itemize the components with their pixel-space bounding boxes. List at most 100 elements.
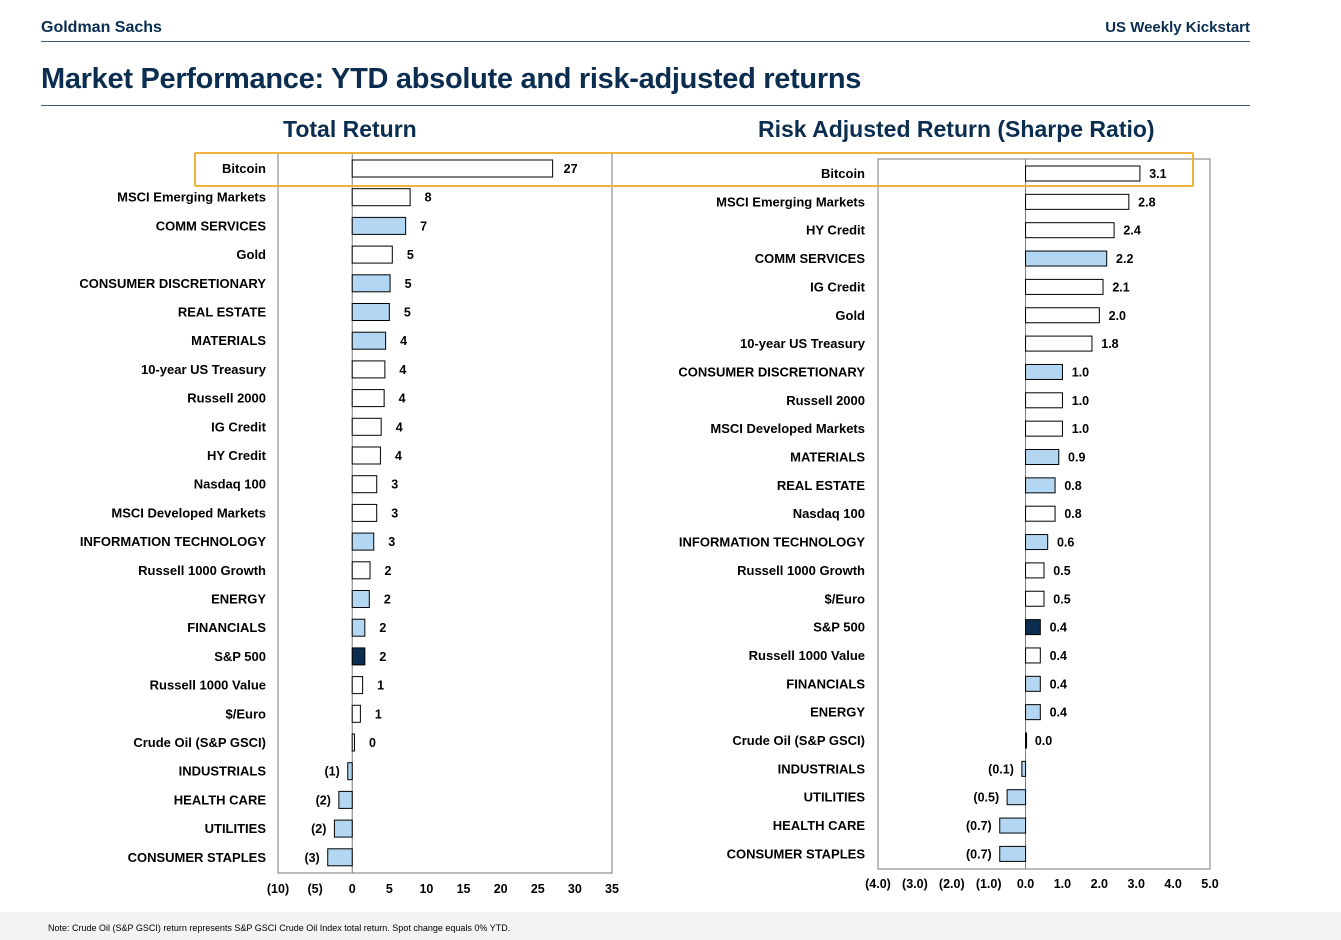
ra-value-label: 1.0	[1072, 365, 1089, 379]
tr-category-label: Nasdaq 100	[194, 477, 266, 492]
tr-category-label: Gold	[236, 247, 266, 262]
ra-category-label: Russell 1000 Value	[749, 648, 865, 663]
ra-bar	[1021, 760, 1027, 777]
ra-value-label: (0.7)	[966, 847, 992, 861]
tr-category-label: Russell 1000 Growth	[138, 563, 266, 578]
tr-tick-label: (5)	[307, 882, 322, 896]
tr-tick-label: 35	[605, 882, 619, 896]
tr-value-label: 27	[564, 162, 578, 176]
ra-bar	[1025, 449, 1060, 465]
tr-category-label: FINANCIALS	[187, 620, 266, 635]
ra-category-label: Nasdaq 100	[793, 506, 865, 521]
ra-plot-frame	[877, 158, 1211, 870]
ra-value-label: 0.6	[1057, 536, 1074, 550]
ra-category-label: 10-year US Treasury	[740, 336, 866, 351]
tr-category-label: HEALTH CARE	[174, 792, 267, 807]
ra-value-label: 0.4	[1050, 649, 1067, 663]
ra-tick-label: 0.0	[1017, 877, 1034, 891]
ra-category-label: HY Credit	[806, 223, 866, 238]
tr-tick-label: 10	[419, 882, 433, 896]
ra-tick-label: 3.0	[1128, 877, 1145, 891]
tr-category-label: CONSUMER STAPLES	[128, 850, 267, 865]
ra-bar	[1025, 647, 1041, 664]
tr-tick-label: 20	[494, 882, 508, 896]
ra-bar	[1025, 222, 1115, 239]
ra-bar	[1025, 562, 1045, 579]
tr-tick-label: 15	[457, 882, 471, 896]
ra-tick-label: 5.0	[1201, 877, 1218, 891]
footnote: Note: Crude Oil (S&P GSCI) return repres…	[48, 923, 511, 933]
tr-value-label: 3	[388, 535, 395, 549]
tr-bar	[351, 159, 554, 178]
tr-bar	[351, 303, 390, 321]
tr-bar	[338, 790, 353, 809]
ra-category-label: INDUSTRIALS	[778, 761, 866, 776]
tr-value-label: 5	[407, 248, 414, 262]
tr-bar	[351, 647, 366, 666]
ra-bar	[1025, 590, 1045, 607]
ra-category-label: $/Euro	[825, 591, 866, 606]
tr-value-label: 4	[395, 449, 402, 463]
ra-category-label: Russell 2000	[786, 393, 865, 408]
tr-bar	[351, 446, 381, 465]
ra-value-label: 3.1	[1149, 167, 1166, 181]
ra-value-label: 2.8	[1138, 195, 1155, 209]
ra-value-label: 2.4	[1123, 224, 1140, 238]
ra-category-label: FINANCIALS	[786, 676, 865, 691]
ra-value-label: 2.1	[1112, 280, 1129, 294]
tr-value-label: 5	[404, 306, 411, 320]
ra-category-label: Crude Oil (S&P GSCI)	[732, 733, 865, 748]
tr-value-label: 1	[375, 707, 382, 721]
tr-bar	[351, 733, 355, 752]
ra-tick-label: 1.0	[1054, 877, 1071, 891]
tr-bar	[351, 618, 366, 637]
ra-category-label: MSCI Developed Markets	[710, 421, 865, 436]
tr-value-label: 1	[377, 679, 384, 693]
tr-value-label: 0	[369, 736, 376, 750]
tr-value-label: 2	[379, 621, 386, 635]
tr-bar	[351, 389, 385, 408]
ra-value-label: 0.4	[1050, 677, 1067, 691]
tr-tick-label: 0	[349, 882, 356, 896]
ra-bar	[1025, 619, 1041, 636]
tr-category-label: S&P 500	[214, 649, 266, 664]
ra-value-label: 1.0	[1072, 422, 1089, 436]
sharpe-ratio-chart: Bitcoin 3.1 MSCI Emerging Markets 2.8 HY Cre…	[678, 158, 1219, 891]
sharpe-ratio-chart-title: Risk Adjusted Return (Sharpe Ratio)	[758, 116, 1155, 142]
tr-bar	[351, 590, 370, 608]
tr-value-label: 8	[425, 191, 432, 205]
tr-bar	[351, 360, 386, 379]
ra-bar	[999, 845, 1027, 862]
ra-category-label: Russell 1000 Growth	[737, 563, 865, 578]
ra-category-label: MATERIALS	[790, 450, 865, 465]
report-name: US Weekly Kickstart	[1105, 19, 1250, 36]
ra-tick-label: (1.0)	[976, 877, 1002, 891]
tr-bar	[351, 417, 382, 436]
tr-value-label: 3	[391, 478, 398, 492]
title-rule	[41, 105, 1250, 106]
tr-bar	[351, 676, 364, 695]
tr-category-label: Russell 2000	[187, 391, 266, 406]
ra-bar	[999, 817, 1027, 834]
ra-value-label: 1.0	[1072, 394, 1089, 408]
tr-tick-label: 25	[531, 882, 545, 896]
ra-bar	[1025, 392, 1063, 409]
ra-bar	[1025, 420, 1063, 437]
tr-value-label: 2	[379, 650, 386, 664]
tr-value-label: 4	[399, 392, 406, 406]
ra-tick-label: (3.0)	[902, 877, 928, 891]
ra-bar	[1025, 732, 1028, 749]
ra-value-label: 0.4	[1050, 706, 1067, 720]
tr-bar	[351, 704, 361, 723]
tr-category-label: IG Credit	[211, 419, 267, 434]
ra-bar	[1025, 477, 1056, 494]
tr-category-label: COMM SERVICES	[156, 218, 267, 233]
ra-value-label: 2.0	[1109, 309, 1126, 323]
tr-category-label: MATERIALS	[191, 333, 266, 348]
tr-category-label: UTILITIES	[205, 821, 267, 836]
tr-bar	[351, 216, 407, 235]
tr-bar	[351, 188, 411, 207]
ra-category-label: ENERGY	[810, 705, 865, 720]
ra-category-label: UTILITIES	[804, 790, 866, 805]
